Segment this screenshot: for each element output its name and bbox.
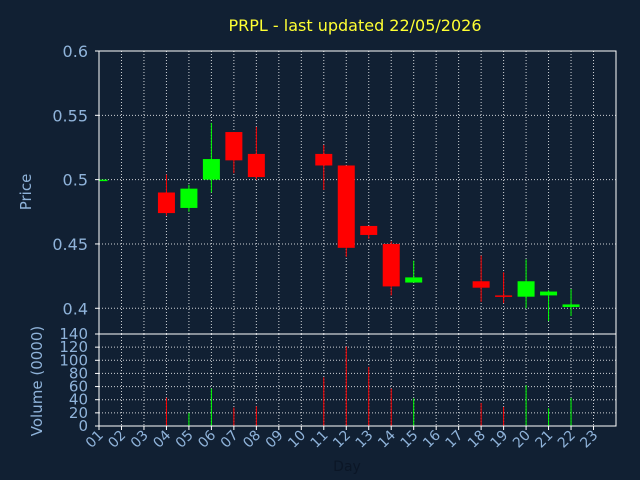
volume-series xyxy=(165,346,572,426)
candle-body xyxy=(202,159,220,180)
x-tick-label: 16 xyxy=(420,427,444,451)
day-x-axis: 0102030405060708091011121314151617181920… xyxy=(83,426,601,451)
x-tick-label: 19 xyxy=(488,428,512,452)
x-tick-label: 20 xyxy=(510,428,534,452)
volume-tick-label: 80 xyxy=(69,364,88,382)
candle-body xyxy=(360,225,378,235)
volume-tick-label: 40 xyxy=(69,391,88,409)
volume-tick-label: 100 xyxy=(59,351,88,369)
price-y-axis: 0.6 0.55 0.5 0.45 0.4 xyxy=(52,42,99,318)
volume-plot-frame xyxy=(98,333,617,427)
candle-body xyxy=(99,179,108,182)
candle-body xyxy=(382,243,400,287)
x-tick-label: 15 xyxy=(398,428,422,452)
price-axis-label: Price xyxy=(17,174,35,211)
price-plot-frame xyxy=(98,50,617,335)
x-tick-label: 11 xyxy=(308,428,332,452)
candle-body xyxy=(225,132,243,161)
price-tick-label: 0.6 xyxy=(63,42,88,61)
candle-body xyxy=(315,153,333,166)
x-tick-label: 22 xyxy=(555,428,579,452)
x-tick-label: 04 xyxy=(150,427,174,451)
x-tick-label: 05 xyxy=(173,428,197,452)
candle-body xyxy=(247,153,265,178)
x-tick-label: 13 xyxy=(353,428,377,452)
candle-body xyxy=(562,304,580,307)
candle-body xyxy=(495,295,513,297)
x-tick-label: 09 xyxy=(263,428,287,452)
chart-title: PRPL - last updated 22/05/2026 xyxy=(228,16,481,35)
candle-body xyxy=(517,281,535,297)
volume-tick-label: 60 xyxy=(69,378,88,396)
x-tick-label: 17 xyxy=(443,428,467,452)
x-tick-label: 07 xyxy=(218,428,242,452)
volume-tick-label: 120 xyxy=(59,338,88,356)
x-tick-label: 03 xyxy=(128,428,152,452)
volume-tick-label: 0 xyxy=(78,417,88,435)
x-tick-label: 14 xyxy=(375,427,399,451)
x-tick-label: 12 xyxy=(330,428,354,452)
x-tick-label: 23 xyxy=(577,428,601,452)
candle-body xyxy=(157,192,175,214)
price-tick-label: 0.4 xyxy=(63,299,88,318)
x-tick-label: 21 xyxy=(532,428,556,452)
volume-axis-label: Volume (0000) xyxy=(28,326,46,436)
price-grid xyxy=(99,50,616,334)
volume-tick-label: 20 xyxy=(69,404,88,422)
candle-body xyxy=(472,281,490,288)
candle-body xyxy=(337,165,355,248)
price-tick-label: 0.55 xyxy=(52,106,88,125)
price-tick-label: 0.45 xyxy=(52,235,88,254)
candlestick-series xyxy=(99,123,580,322)
x-tick-label: 18 xyxy=(465,428,489,452)
volume-tick-label: 140 xyxy=(59,325,88,343)
price-tick-label: 0.5 xyxy=(63,171,88,190)
candle-body xyxy=(540,291,558,296)
x-axis-label: Day xyxy=(333,459,361,475)
candle-body xyxy=(405,277,423,283)
x-tick-label: 10 xyxy=(285,428,309,452)
volume-grid xyxy=(99,333,616,427)
x-tick-label: 02 xyxy=(105,428,129,452)
candle-body xyxy=(180,188,198,208)
x-tick-label: 06 xyxy=(195,427,219,451)
x-tick-label: 08 xyxy=(240,428,264,452)
